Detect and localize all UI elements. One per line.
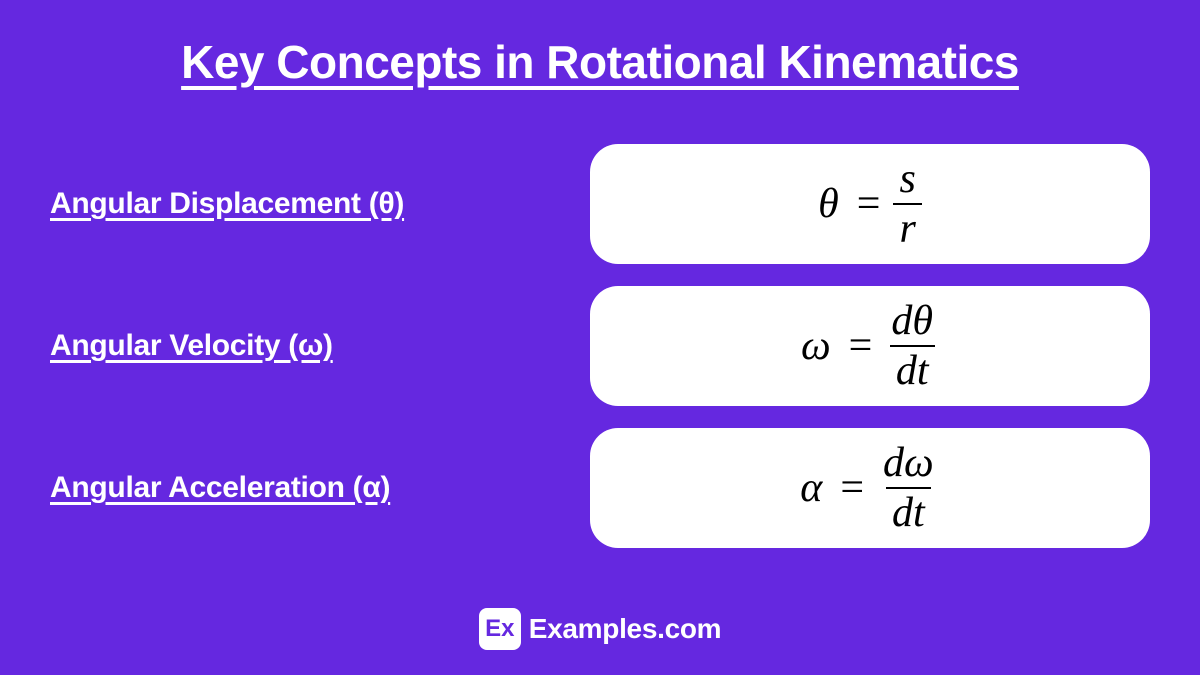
page-title: Key Concepts in Rotational Kinematics bbox=[50, 35, 1150, 89]
concept-row: Angular Acceleration (α) α = dω dt bbox=[50, 428, 1150, 548]
fraction: dω dt bbox=[877, 441, 940, 535]
formula-lhs: θ bbox=[818, 180, 839, 228]
formula-lhs: ω bbox=[801, 322, 831, 370]
formula-acceleration: α = dω dt bbox=[800, 441, 939, 535]
numerator: dθ bbox=[885, 299, 939, 345]
equals-sign: = bbox=[849, 322, 873, 370]
concepts-container: Angular Displacement (θ) θ = s r Angular… bbox=[50, 144, 1150, 593]
concept-label-velocity: Angular Velocity (ω) bbox=[50, 329, 333, 363]
concept-row: Angular Displacement (θ) θ = s r bbox=[50, 144, 1150, 264]
formula-velocity: ω = dθ dt bbox=[801, 299, 939, 393]
concept-label-displacement: Angular Displacement (θ) bbox=[50, 187, 404, 221]
numerator: dω bbox=[877, 441, 940, 487]
formula-box-acceleration: α = dω dt bbox=[590, 428, 1150, 548]
formula-lhs: α bbox=[800, 464, 822, 512]
formula-box-velocity: ω = dθ dt bbox=[590, 286, 1150, 406]
concept-row: Angular Velocity (ω) ω = dθ dt bbox=[50, 286, 1150, 406]
formula-displacement: θ = s r bbox=[818, 157, 922, 251]
formula-box-displacement: θ = s r bbox=[590, 144, 1150, 264]
brand-footer: Ex Examples.com bbox=[50, 608, 1150, 650]
fraction: s r bbox=[893, 157, 921, 251]
numerator: s bbox=[893, 157, 921, 203]
concept-label-acceleration: Angular Acceleration (α) bbox=[50, 471, 390, 505]
equals-sign: = bbox=[840, 464, 864, 512]
denominator: r bbox=[893, 203, 921, 251]
equals-sign: = bbox=[857, 180, 881, 228]
denominator: dt bbox=[886, 487, 931, 535]
fraction: dθ dt bbox=[885, 299, 939, 393]
brand-name: Examples.com bbox=[529, 613, 722, 645]
denominator: dt bbox=[890, 345, 935, 393]
brand-logo-icon: Ex bbox=[479, 608, 521, 650]
